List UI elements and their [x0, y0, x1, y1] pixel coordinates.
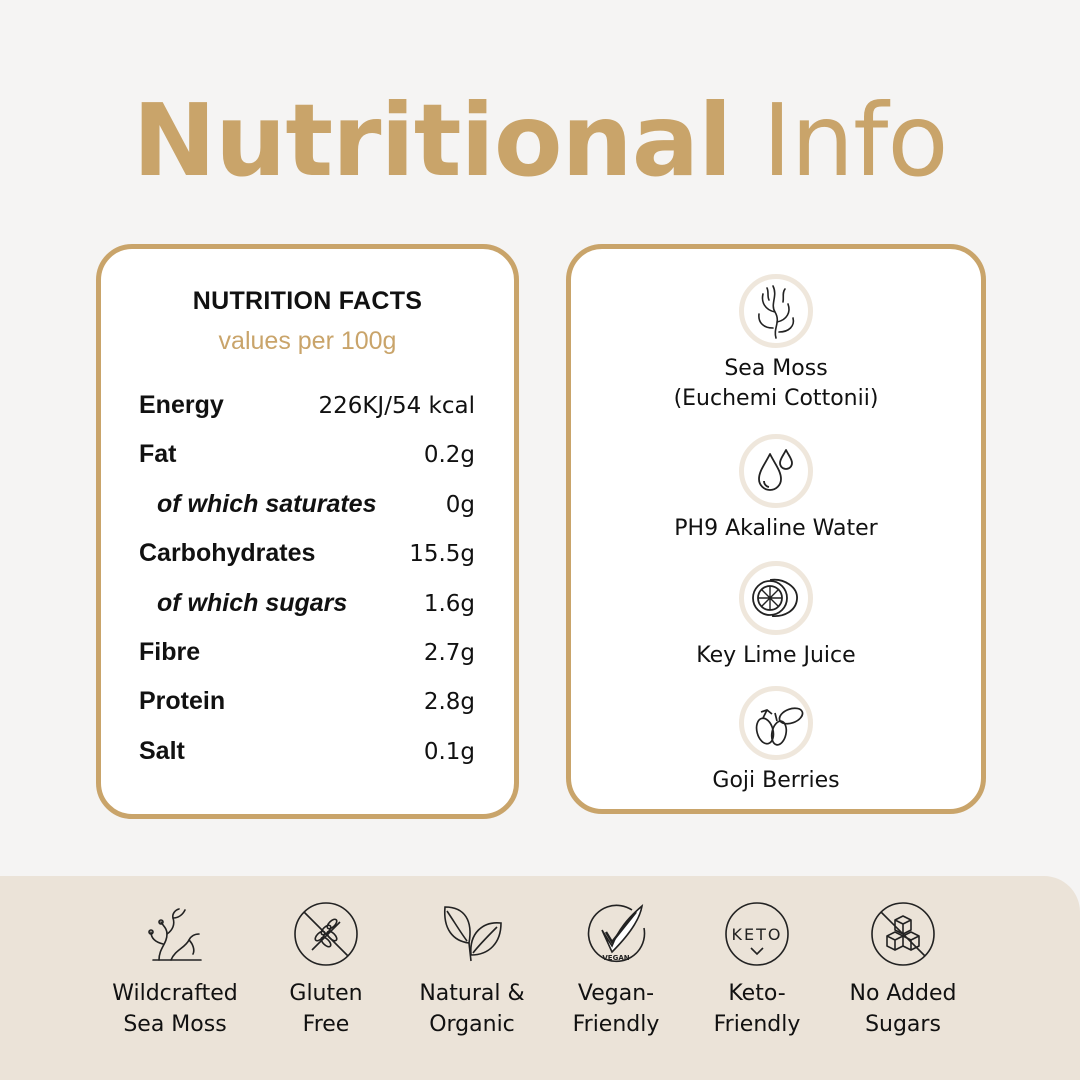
badge-vegan: VEGAN Vegan- Friendly	[536, 900, 696, 1040]
badge-line-2: Sea Moss	[123, 1012, 227, 1037]
nutrient-value: 15.5g	[409, 541, 475, 568]
nutrient-label: of which saturates	[157, 489, 377, 518]
nutrition-row-salt: Salt 0.1g	[139, 737, 475, 786]
badges-band	[0, 876, 1080, 1080]
badge-line-1: Vegan-	[577, 981, 655, 1006]
badge-wildcrafted: Wildcrafted Sea Moss	[95, 900, 255, 1040]
badge-line-1: Gluten	[289, 981, 363, 1006]
ingredient-lime: Key Lime Juice	[571, 561, 981, 671]
nutrient-label: Protein	[139, 687, 226, 716]
badge-gluten-free: Gluten Free	[246, 900, 406, 1040]
nutrient-label: Fat	[139, 440, 177, 469]
nutrient-label: Fibre	[139, 637, 201, 666]
badge-keto: KETO Keto- Friendly	[677, 900, 837, 1040]
goji-berries-icon	[739, 686, 813, 760]
keto-icon-text: KETO	[732, 925, 783, 944]
badge-line-2: Friendly	[713, 1012, 801, 1037]
badge-natural-organic: Natural & Organic	[392, 900, 552, 1040]
badge-line-1: Natural &	[419, 981, 525, 1006]
ingredient-detail: (Euchemi Cottonii)	[673, 386, 879, 411]
nutrient-label: of which sugars	[157, 588, 348, 617]
water-drops-icon	[739, 434, 813, 508]
ingredient-goji: Goji Berries	[571, 686, 981, 796]
nutrition-row-fat: Fat 0.2g	[139, 440, 475, 489]
ingredient-sea-moss: Sea Moss (Euchemi Cottonii)	[571, 274, 981, 414]
ingredients-card: Sea Moss (Euchemi Cottonii) PH9 Akaline …	[566, 244, 986, 814]
nutrition-row-protein: Protein 2.8g	[139, 687, 475, 736]
badge-line-1: Wildcrafted	[112, 981, 238, 1006]
title-light: Info	[762, 82, 948, 199]
badge-line-2: Organic	[429, 1012, 515, 1037]
nutrition-row-fibre: Fibre 2.7g	[139, 638, 475, 687]
nutrient-label: Energy	[139, 391, 224, 419]
nutrition-row-saturates: of which saturates 0g	[139, 490, 475, 539]
nutrient-label: Carbohydrates	[139, 539, 316, 568]
vegan-check-icon: VEGAN	[536, 900, 696, 968]
coral-icon	[95, 900, 255, 968]
lime-icon	[739, 561, 813, 635]
no-sugar-cubes-icon	[823, 900, 983, 968]
badge-line-2: Friendly	[572, 1012, 660, 1037]
nutrient-value: 226KJ/54 kcal	[318, 393, 475, 419]
nutrition-facts-heading: NUTRITION FACTS	[192, 287, 423, 315]
keto-icon: KETO	[677, 900, 837, 968]
ingredient-name: PH9 Akaline Water	[674, 516, 878, 541]
leaves-icon	[392, 900, 552, 968]
nutrient-value: 0.1g	[423, 738, 475, 765]
nutrition-row-sugars: of which sugars 1.6g	[139, 589, 475, 638]
nutrient-value: 0g	[445, 491, 475, 518]
nutrient-value: 1.6g	[423, 590, 475, 617]
seaweed-icon	[739, 274, 813, 348]
nutrition-facts-card: NUTRITION FACTS values per 100g Energy 22…	[96, 244, 519, 819]
ingredient-name: Key Lime Juice	[696, 643, 856, 668]
nutrition-table: Energy 226KJ/54 kcal Fat 0.2g of which sat…	[139, 391, 475, 786]
badge-line-2: Free	[302, 1012, 350, 1037]
nutrient-value: 2.8g	[423, 689, 475, 716]
nutrition-facts-subheading: values per 100g	[218, 327, 397, 355]
no-wheat-icon	[246, 900, 406, 968]
badge-no-added-sugars: No Added Sugars	[823, 900, 983, 1040]
ingredient-name: Goji Berries	[712, 768, 840, 793]
nutrient-value: 2.7g	[423, 639, 475, 666]
ingredient-name: Sea Moss	[724, 356, 828, 381]
nutrient-value: 0.2g	[423, 442, 475, 469]
nutrition-row-energy: Energy 226KJ/54 kcal	[139, 391, 475, 440]
vegan-icon-text: VEGAN	[602, 954, 629, 962]
page-title: Nutritional Info	[0, 82, 1080, 199]
nutrient-label: Salt	[139, 736, 185, 765]
badge-line-1: Keto-	[728, 981, 786, 1006]
ingredient-water: PH9 Akaline Water	[571, 434, 981, 544]
nutrition-row-carbohydrates: Carbohydrates 15.5g	[139, 539, 475, 588]
title-bold: Nutritional	[132, 82, 732, 199]
badge-line-1: No Added	[849, 981, 957, 1006]
badge-line-2: Sugars	[865, 1012, 941, 1037]
